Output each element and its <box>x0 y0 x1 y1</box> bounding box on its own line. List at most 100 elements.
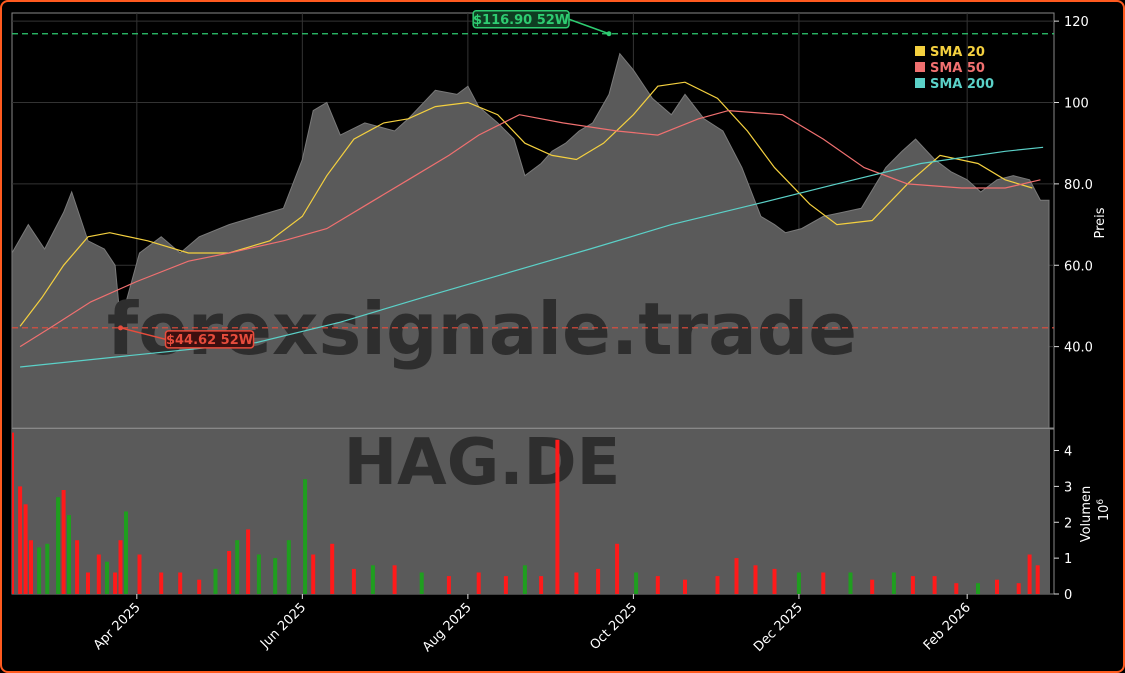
date-tick-label: Apr 2025 <box>91 600 144 653</box>
volume-bar <box>351 568 356 594</box>
volume-tick-label: 2 <box>1064 516 1072 531</box>
volume-bar <box>370 565 375 594</box>
volume-bar <box>954 583 959 594</box>
date-tick-label: Oct 2025 <box>587 600 640 653</box>
volume-axis: 0 1 2 3 4 <box>1054 445 1072 603</box>
volume-bar <box>227 551 232 594</box>
legend-swatch <box>915 78 925 88</box>
volume-bar <box>596 568 601 594</box>
volume-bar <box>303 479 308 594</box>
volume-bar <box>235 540 240 594</box>
volume-bar <box>311 554 316 594</box>
close-area-fill <box>12 52 1050 428</box>
volume-bar <box>197 579 202 594</box>
volume-bar <box>932 576 937 594</box>
volume-bar <box>124 511 128 594</box>
volume-bar <box>419 572 424 594</box>
volume-bar <box>67 515 71 594</box>
volume-bar <box>910 576 915 594</box>
high-52w-point <box>606 31 612 37</box>
low-52w-label: $44.62 52W <box>166 333 253 348</box>
volume-bar <box>848 572 853 594</box>
volume-tick-label: 3 <box>1064 480 1072 495</box>
volume-bar <box>1035 565 1040 594</box>
high-52w-label: $116.90 52W <box>473 13 569 28</box>
date-tick-label: Feb 2026 <box>921 600 974 653</box>
volume-tick-label: 4 <box>1064 445 1072 460</box>
volume-bar <box>113 572 118 594</box>
legend-label: SMA 50 <box>930 61 985 76</box>
low-52w-arrow <box>120 327 166 341</box>
volume-bar <box>105 561 109 594</box>
volume-bar <box>734 558 739 594</box>
volume-bar <box>86 572 90 594</box>
volume-axis-label: Volumen <box>1079 486 1094 543</box>
low-52w-point <box>118 325 124 331</box>
price-axis-label: Preis <box>1093 207 1108 238</box>
date-tick-label: Jun 2025 <box>257 600 309 652</box>
volume-bar <box>476 572 481 594</box>
volume-bar <box>137 554 142 594</box>
volume-bar <box>870 579 875 594</box>
price-tick-label: 120 <box>1064 15 1089 30</box>
volume-bars <box>12 432 1040 594</box>
price-tick-label: 60.0 <box>1064 259 1093 274</box>
legend-swatch <box>915 62 925 72</box>
price-tick-label: 80.0 <box>1064 178 1093 193</box>
volume-bar <box>1016 583 1021 594</box>
watermark-symbol: HAG.DE <box>344 426 621 500</box>
volume-bar <box>683 579 687 594</box>
volume-bar <box>23 504 28 594</box>
volume-bar <box>45 543 50 594</box>
volume-bar <box>37 547 42 594</box>
legend-label: SMA 200 <box>930 77 994 92</box>
volume-background <box>12 429 1050 594</box>
date-axis: Apr 2025 Jun 2025 Aug 2025 Oct 2025 Dec 2025… <box>91 594 974 655</box>
annotations: $116.90 52W $44.62 52W <box>118 10 612 349</box>
sma-line-3 <box>20 146 1044 368</box>
volume-bar <box>655 576 660 594</box>
volume-bar <box>273 558 278 594</box>
volume-bar <box>446 576 451 594</box>
watermark-text: forexsignale.trade <box>107 287 857 371</box>
volume-bar <box>1027 554 1032 594</box>
volume-bar <box>56 497 61 594</box>
volume-bar <box>29 540 33 594</box>
volume-bar <box>96 554 101 594</box>
volume-bar <box>574 572 579 594</box>
volume-bar <box>753 565 758 594</box>
volume-bar <box>75 540 80 594</box>
volume-bar <box>555 439 560 594</box>
volume-bar <box>12 432 14 594</box>
volume-bar <box>213 568 218 594</box>
volume-bar <box>18 486 23 594</box>
volume-bar <box>178 572 183 594</box>
price-tick-label: 40.0 <box>1064 341 1093 356</box>
volume-bar <box>891 572 896 594</box>
volume-bar <box>715 576 720 594</box>
legend-label: SMA 20 <box>930 45 985 60</box>
volume-bar <box>330 543 335 594</box>
volume-bar <box>522 565 527 594</box>
volume-bar <box>256 554 261 594</box>
range-lines <box>12 33 1054 329</box>
volume-bar <box>159 572 164 594</box>
high-52w-arrow <box>568 18 610 35</box>
sma-line-2 <box>19 109 1041 348</box>
volume-bar <box>995 579 999 594</box>
sma-line-1 <box>19 81 1033 327</box>
date-tick-label: Aug 2025 <box>420 600 475 655</box>
close-area <box>12 52 1050 428</box>
price-axis: 40.0 60.0 80.0 100 120 <box>1054 15 1093 356</box>
volume-bar <box>61 490 66 594</box>
volume-bar <box>118 540 123 594</box>
volume-bar <box>796 572 801 594</box>
price-tick-label: 100 <box>1064 97 1089 112</box>
volume-bar <box>503 576 508 594</box>
volume-bar <box>246 529 251 594</box>
volume-bar <box>634 572 639 594</box>
sma-lines <box>19 81 1044 368</box>
